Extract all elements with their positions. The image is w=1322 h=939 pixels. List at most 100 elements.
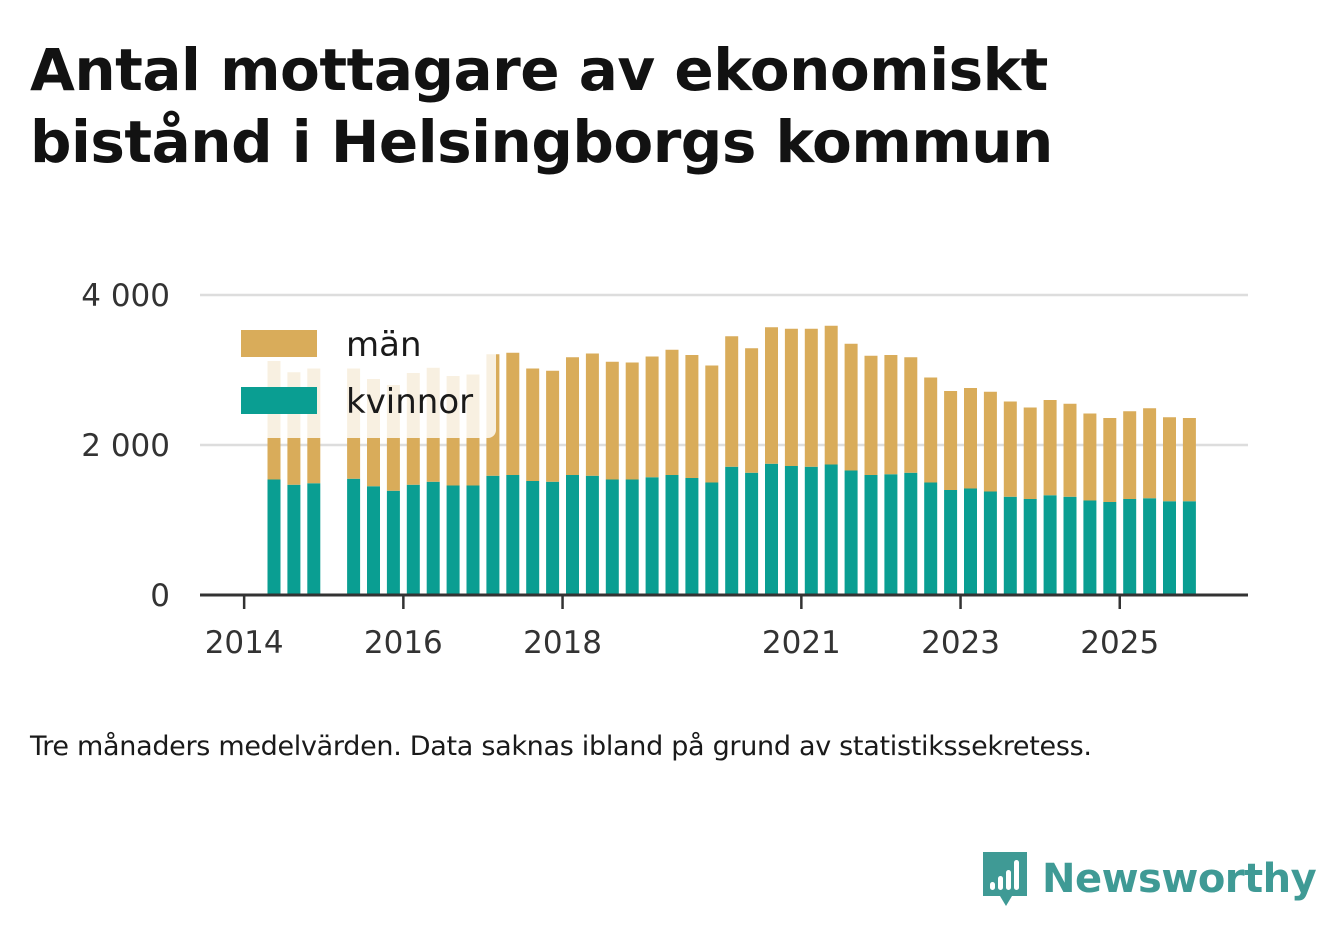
bar-man — [625, 362, 639, 480]
bar-kvinnor — [526, 481, 540, 595]
bar-kvinnor — [1123, 499, 1137, 595]
bar-man — [864, 355, 878, 475]
bar-man — [1023, 407, 1037, 499]
bar-man — [585, 353, 599, 476]
bar-kvinnor — [426, 481, 440, 595]
x-tick-label: 2014 — [205, 625, 284, 661]
bar-man — [1043, 400, 1057, 496]
bar-kvinnor — [983, 491, 997, 595]
bar-man — [605, 361, 619, 480]
y-tick-label: 4 000 — [81, 278, 170, 314]
bar-kvinnor — [406, 484, 420, 595]
bar-man — [1063, 403, 1077, 497]
bar-man — [765, 327, 778, 464]
bar-man — [964, 388, 977, 489]
bar-man — [1143, 408, 1157, 499]
bar-man — [705, 365, 719, 483]
bar-man — [824, 325, 838, 465]
y-tick-label: 2 000 — [81, 428, 170, 464]
bar-kvinnor — [745, 472, 759, 595]
bar-man — [506, 352, 520, 475]
bar-man — [1182, 418, 1196, 502]
y-tick-label: 0 — [150, 578, 170, 614]
bar-kvinnor — [466, 485, 480, 595]
bar-kvinnor — [765, 463, 778, 595]
bar-man — [983, 391, 997, 492]
bar-man — [526, 368, 540, 481]
x-tick-label: 2025 — [1080, 625, 1159, 661]
legend-label: män — [346, 325, 422, 365]
bar-man — [665, 349, 679, 475]
bar-man — [1083, 413, 1097, 501]
bar-man — [685, 355, 699, 478]
bar-kvinnor — [506, 475, 520, 595]
stacked-bar-chart: 0 2 000 4 000 2014 2016 2018 2021 2023 2025 män k… — [81, 278, 1248, 661]
legend-label: kvinnor — [346, 382, 473, 422]
bar-kvinnor — [486, 475, 500, 595]
bar-kvinnor — [884, 474, 898, 595]
bar-kvinnor — [1003, 496, 1017, 595]
bar-man — [924, 377, 938, 483]
bar-kvinnor — [625, 479, 639, 595]
bar-kvinnor — [446, 485, 460, 595]
bar-man — [944, 391, 958, 490]
bar-man — [645, 356, 659, 478]
bar-kvinnor — [864, 475, 878, 595]
bar-man — [1123, 411, 1137, 499]
x-tick-label: 2023 — [921, 625, 1000, 661]
bar-kvinnor — [605, 479, 619, 595]
legend-swatch — [241, 387, 317, 414]
bar-kvinnor — [964, 488, 977, 595]
bar-kvinnor — [1182, 501, 1196, 595]
bar-man — [904, 357, 918, 473]
brand-name: Newsworthy — [1042, 856, 1317, 902]
bar-kvinnor — [665, 475, 679, 595]
bar-kvinnor — [844, 470, 858, 595]
bar-kvinnor — [1063, 496, 1077, 595]
bar-kvinnor — [267, 479, 281, 595]
bar-man — [745, 348, 759, 473]
bar-man — [1003, 401, 1017, 497]
bar-kvinnor — [347, 478, 361, 595]
bar-kvinnor — [1083, 500, 1097, 595]
bar-kvinnor — [725, 466, 739, 595]
legend-swatch — [241, 330, 317, 357]
bar-kvinnor — [566, 475, 579, 595]
bar-man — [546, 370, 560, 482]
bar-kvinnor — [824, 464, 838, 595]
axes: 0 2 000 4 000 2014 2016 2018 2021 2023 2025 — [81, 278, 1248, 661]
bar-kvinnor — [1023, 499, 1037, 595]
bar-kvinnor — [1103, 502, 1117, 595]
bar-kvinnor — [804, 466, 818, 595]
bar-man — [1103, 418, 1117, 502]
x-tick-label: 2016 — [364, 625, 443, 661]
bar-man — [784, 328, 798, 466]
bar-man — [725, 336, 739, 467]
bar-kvinnor — [307, 483, 321, 595]
bar-kvinnor — [705, 482, 719, 595]
bar-man — [804, 328, 818, 467]
bar-kvinnor — [1163, 501, 1176, 595]
bar-kvinnor — [1043, 495, 1057, 595]
legend: män kvinnor — [222, 312, 496, 438]
bar-kvinnor — [585, 475, 599, 595]
newsworthy-logo-icon — [983, 852, 1027, 906]
bar-man — [1163, 417, 1176, 502]
bar-kvinnor — [546, 481, 560, 595]
brand-logo: Newsworthy — [980, 848, 1317, 910]
bar-kvinnor — [386, 490, 400, 595]
bar-kvinnor — [944, 490, 958, 595]
bar-kvinnor — [1143, 498, 1157, 595]
footnote: Tre månaders medelvärden. Data saknas ib… — [30, 731, 1092, 762]
bar-kvinnor — [784, 466, 798, 595]
bar-kvinnor — [367, 486, 380, 595]
bar-kvinnor — [924, 482, 938, 595]
x-tick-label: 2021 — [762, 625, 841, 661]
bar-man — [566, 357, 579, 475]
bars — [267, 325, 1196, 595]
bar-kvinnor — [287, 484, 301, 595]
bar-man — [844, 343, 858, 471]
bar-kvinnor — [904, 472, 918, 595]
bar-kvinnor — [645, 477, 659, 595]
x-tick-label: 2018 — [523, 625, 602, 661]
